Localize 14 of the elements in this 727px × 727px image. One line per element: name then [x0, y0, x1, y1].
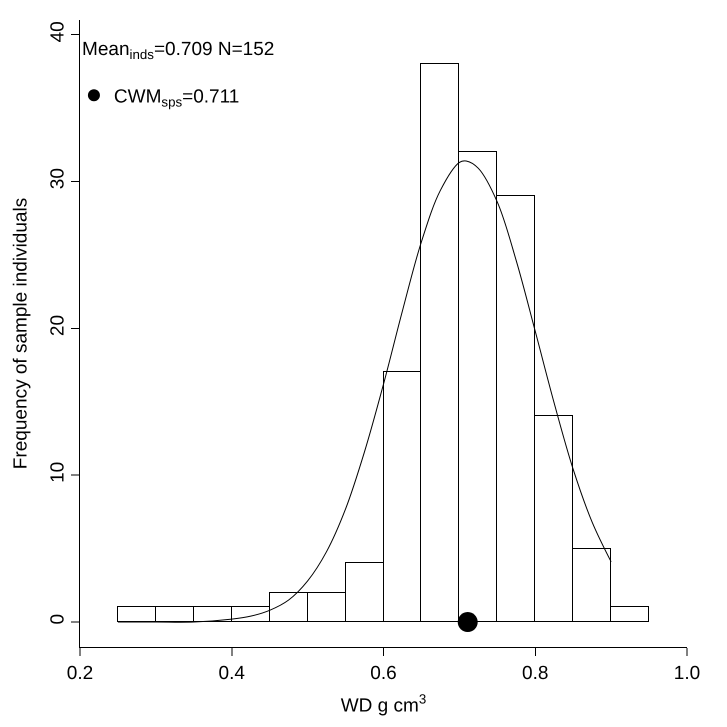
x-tick-label: 0.6 — [370, 662, 397, 684]
y-tick-label: 40 — [47, 21, 68, 42]
legend-label: CWM$_{sps}$=0.711 — [114, 86, 240, 110]
x-tick-label: 1.0 — [674, 662, 700, 684]
x-tick-label: 0.4 — [218, 662, 246, 684]
y-tick-label: 30 — [47, 168, 68, 190]
y-tick-label: 20 — [47, 314, 68, 336]
annotation: Mean$_{inds}$=0.709 N=152 — [82, 39, 274, 62]
x-tick-label: 0.8 — [522, 662, 548, 684]
y-tick-label: 10 — [47, 462, 68, 483]
x-tick-label: 0.2 — [66, 662, 94, 684]
x-axis-title: WD g cm$^{3}$ — [340, 692, 426, 717]
y-axis-title: Frequency of sample individuals — [10, 198, 32, 470]
y-tick-label: 0 — [47, 614, 68, 624]
